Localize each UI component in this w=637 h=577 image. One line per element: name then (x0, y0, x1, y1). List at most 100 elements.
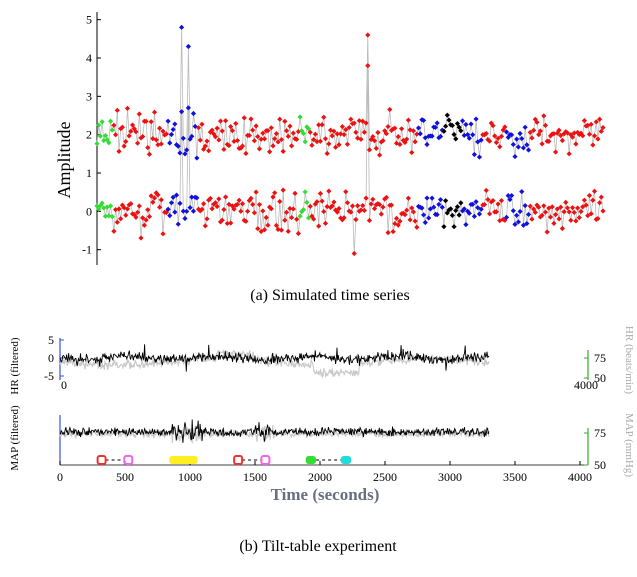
panel-a-point (585, 212, 591, 219)
panel-a-point (287, 205, 293, 212)
panel-a-point (202, 223, 208, 229)
panel-a-point (138, 235, 144, 241)
panel-a-point (333, 207, 339, 213)
panel-a-point (236, 197, 242, 203)
panel-a-point (556, 127, 562, 133)
panel-a-point (341, 132, 347, 138)
panel-a-point (322, 136, 329, 142)
panel-a-point (597, 200, 603, 206)
panel-a-point (223, 194, 229, 200)
panel-a-point (487, 138, 493, 144)
panel-a-point (273, 131, 279, 137)
panel-a-point (290, 130, 296, 136)
panel-a-point (329, 133, 335, 139)
panel-a-point (199, 206, 205, 212)
panel-map-event-start-marker (233, 455, 244, 465)
panel-a-point (546, 205, 552, 211)
panel-a-point (407, 217, 413, 223)
panel-a-point (586, 131, 593, 137)
panel-a-point (243, 218, 249, 224)
panel-a-y-tick-label: 1 (86, 166, 92, 180)
panel-a-point (175, 143, 181, 149)
panel-a-point (180, 208, 186, 214)
panel-map-raw-trace (59, 424, 490, 445)
panel-a-point (490, 123, 496, 129)
panel-a-point (527, 129, 533, 135)
panel-a-point (402, 212, 408, 218)
panel-a-point (146, 213, 153, 220)
panel-hr-x-tick-label: 0 (61, 378, 67, 392)
panel-a-point (135, 209, 141, 215)
panel-a-point (454, 120, 461, 127)
panel-a-point (410, 209, 417, 215)
panel-a-point (129, 122, 136, 128)
panel-a-point (591, 188, 598, 194)
panel-a-point (495, 201, 501, 207)
panel-a-point (219, 128, 225, 134)
panel-a-point (260, 130, 266, 136)
panel-a-point (297, 213, 303, 219)
panel-a-point (439, 204, 445, 210)
panel-a-point (542, 122, 549, 128)
panel-a-point (453, 207, 459, 214)
panel-a-point (212, 134, 219, 140)
panel-a-point (554, 130, 560, 136)
panel-a-point (180, 135, 186, 141)
panel-a-point (556, 216, 562, 222)
panel-a-point (463, 121, 469, 128)
panel-a-point (536, 204, 542, 210)
panel-a-point (265, 128, 271, 134)
panel-a-point (344, 200, 351, 206)
panel-a-point (114, 219, 120, 225)
panel-a-point (424, 141, 430, 148)
panel-a-point (449, 122, 455, 129)
panel-map-right-tick-label: 75 (594, 426, 606, 440)
panel-a-point (532, 209, 538, 216)
panel-a-point (444, 210, 450, 216)
panel-a-point (343, 189, 349, 195)
panel-a-point (370, 134, 376, 140)
panel-map-x-tick-label: 4000 (568, 470, 592, 484)
panel-map: MAP (filtered) 0 500 1000 1500 2000 2500 3000 3… (9, 405, 635, 504)
panel-a-point (116, 148, 122, 154)
panel-a-point (400, 137, 406, 143)
panel-hr-filtered-trace (59, 344, 490, 372)
panel-a-point (277, 116, 283, 122)
panel-a-point (326, 188, 332, 194)
panel-a-point (595, 136, 601, 142)
panel-a-point (531, 127, 537, 133)
panel-a-point (334, 209, 340, 215)
panel-a-point (261, 136, 268, 142)
panel-a-point (415, 203, 422, 210)
panel-a-point (182, 215, 188, 222)
panel-a-point (295, 128, 301, 135)
panel-a-point (412, 139, 418, 145)
panel-a-point (524, 142, 530, 148)
panel-a-point (514, 212, 520, 218)
panel-a-point (224, 220, 230, 227)
panel-a-point (456, 124, 462, 130)
panel-a-point (454, 204, 461, 210)
panel-a-point (321, 208, 327, 215)
panel-a-point (510, 141, 516, 148)
panel-a-point (349, 203, 356, 209)
panel-a-point (441, 224, 447, 230)
panel-a-point (190, 208, 197, 214)
panel-a-point (414, 131, 420, 137)
panel-a-point (233, 120, 239, 127)
panel-a-point (206, 148, 212, 154)
panel-a-point (245, 208, 251, 214)
panel-a-point (360, 118, 366, 124)
panel-a-point (512, 153, 518, 160)
panel-a-point (490, 197, 496, 204)
panel-map-event-end-marker (260, 455, 271, 465)
panel-a-point (404, 136, 410, 142)
panel-a-point (470, 201, 476, 207)
panel-a-point (160, 128, 166, 134)
panel-a-point (319, 198, 325, 204)
panel-a-point (250, 201, 256, 208)
panel-a-point (179, 109, 185, 115)
panel-a-point (226, 142, 232, 149)
panel-a-point (190, 110, 197, 117)
